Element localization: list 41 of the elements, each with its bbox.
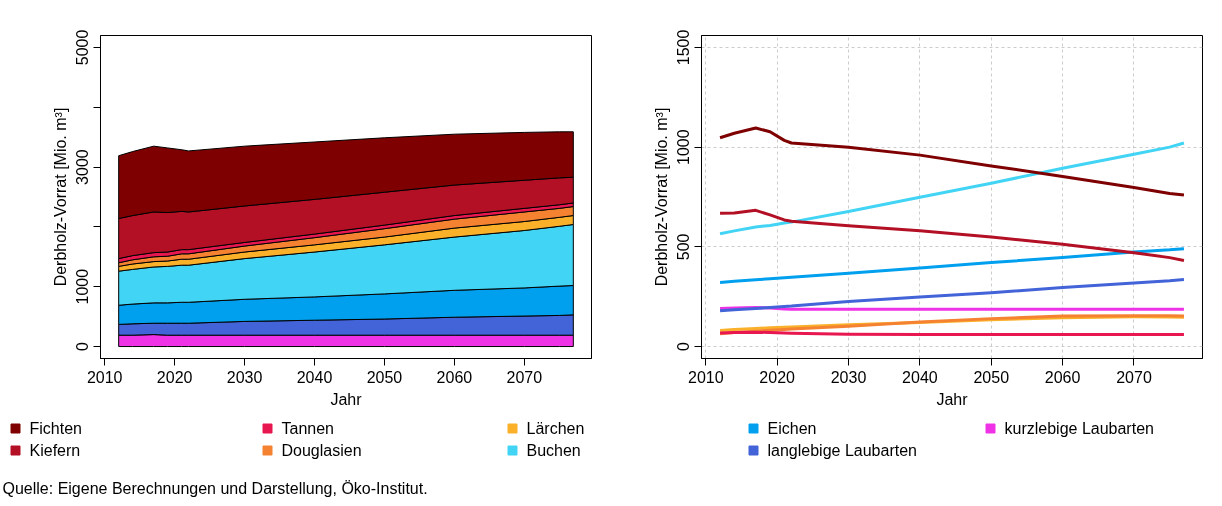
x-tick-label: 2050: [973, 368, 1010, 386]
legend-label: Eichen: [767, 420, 817, 437]
legend-label: Buchen: [526, 442, 581, 459]
x-tick-label: 2060: [1044, 368, 1081, 386]
line-series: [718, 247, 1186, 285]
y-tick-label: 0: [675, 341, 693, 351]
y-axis-title: Derbholz-Vorrat [Mio. m³]: [652, 107, 670, 287]
x-tick-label: 2020: [759, 368, 796, 386]
y-tick-label: 500: [675, 233, 693, 261]
y-tick-label: 0: [74, 341, 92, 351]
source-note: Quelle: Eigene Berechnungen und Darstellung, Öko-Institut.: [2, 480, 428, 497]
x-tick-label: 2060: [436, 368, 473, 386]
legend-label: kurzlebige Laubarten: [1004, 420, 1154, 437]
x-tick-label: 2010: [86, 368, 123, 386]
y-tick-label: 1000: [74, 268, 92, 305]
x-tick-label: 2050: [366, 368, 403, 386]
y-tick-label: 1000: [675, 129, 693, 165]
legend-label: langlebige Laubarten: [767, 442, 917, 459]
line-series: [718, 141, 1186, 236]
legend-label: Fichten: [29, 420, 82, 437]
x-tick-label: 2070: [506, 368, 543, 386]
x-tick-label: 2040: [296, 368, 333, 386]
line-series: [718, 126, 1186, 197]
x-tick-label: 2030: [830, 368, 867, 386]
y-tick-label: 1500: [675, 29, 693, 66]
x-axis-title: Jahr: [936, 390, 969, 408]
x-tick-label: 2040: [902, 368, 938, 386]
legend-label: Tannen: [281, 420, 334, 437]
legend-label: Kiefern: [29, 442, 81, 459]
y-tick-label: 3000: [74, 149, 92, 185]
y-axis-title: Derbholz-Vorrat [Mio. m³]: [51, 107, 69, 287]
legend-label: Douglasien: [281, 442, 362, 459]
x-tick-label: 2070: [1116, 368, 1152, 386]
x-tick-label: 2020: [156, 368, 193, 386]
x-tick-label: 2010: [687, 368, 724, 386]
x-axis-title: Jahr: [330, 390, 363, 408]
line-series: [718, 278, 1186, 313]
y-tick-label: 5000: [74, 29, 92, 66]
legend-label: Lärchen: [526, 420, 585, 437]
line-series: [718, 208, 1186, 262]
x-tick-label: 2030: [226, 368, 263, 386]
